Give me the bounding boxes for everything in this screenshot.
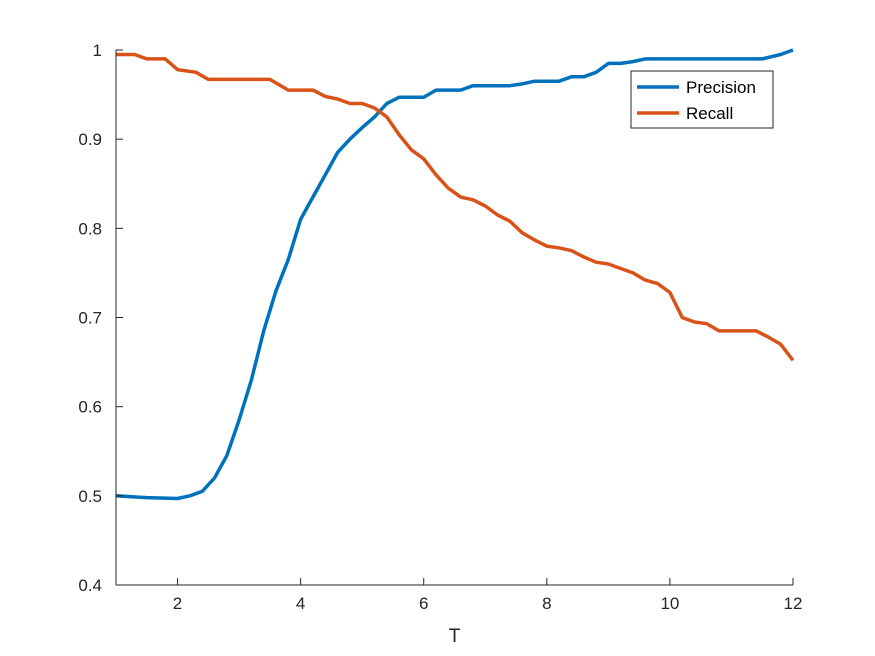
x-axis-label: T: [449, 626, 461, 647]
series-line-recall: [116, 52, 795, 362]
legend-box: [630, 70, 774, 129]
y-tick-label: 0.9: [78, 130, 102, 149]
axes-group: 2 4 6 8 10 12 0.4 0.5 0.6 0.7 0.8 0.9 1: [78, 41, 802, 613]
y-tick-label: 0.5: [78, 487, 102, 506]
x-tick-label: 4: [296, 594, 305, 613]
x-tick-label: 10: [660, 594, 679, 613]
x-tick-label: 6: [419, 594, 428, 613]
legend: Precision Recall: [630, 70, 774, 129]
x-tick-label: 8: [542, 594, 551, 613]
y-tick-label: 0.8: [78, 219, 102, 238]
series-group: [115, 48, 795, 501]
x-tick-label: 2: [173, 594, 182, 613]
legend-label-precision: Precision: [686, 78, 756, 97]
series-line-precision: [115, 48, 794, 501]
plot-area: [116, 50, 793, 585]
y-tick-label: 0.4: [78, 576, 102, 595]
legend-label-recall: Recall: [686, 104, 733, 123]
x-tick-label: 12: [784, 594, 803, 613]
y-tick-label: 0.6: [78, 398, 102, 417]
y-tick-label: 1: [93, 41, 102, 60]
y-tick-label: 0.7: [78, 309, 102, 328]
plot-background: [116, 50, 793, 585]
